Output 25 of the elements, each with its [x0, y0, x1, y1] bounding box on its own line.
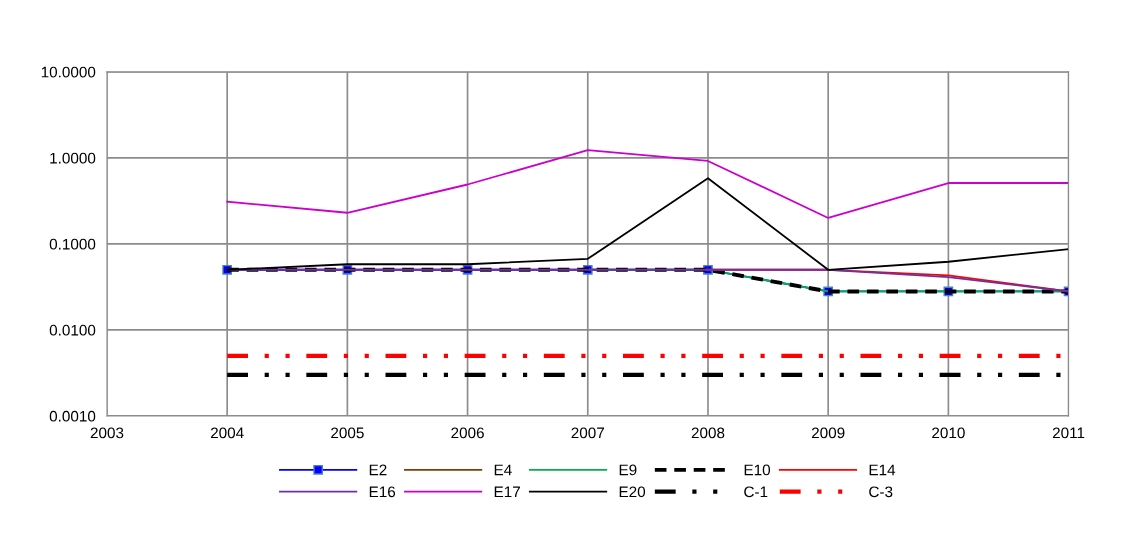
y-tick-label: 0.0010	[49, 410, 96, 422]
line-series	[226, 149, 1069, 219]
legend-label: E9	[619, 464, 637, 476]
x-tick-label: 2011	[1052, 427, 1085, 439]
y-tick-label: 0.0100	[49, 324, 96, 336]
y-tick-label: 1.0000	[50, 152, 96, 164]
y-tick-label: 10.0000	[41, 66, 96, 78]
legend-label: E17	[494, 486, 520, 498]
legend-label: E4	[494, 464, 512, 476]
x-tick-label: 2010	[932, 427, 965, 439]
x-tick-label: 2008	[691, 427, 725, 439]
x-tick-label: 2007	[571, 427, 604, 439]
x-tick-label: 2004	[210, 427, 244, 439]
x-tick-label: 2005	[331, 427, 364, 439]
legend-label: C-1	[744, 486, 768, 498]
x-tick-label: 2009	[811, 427, 845, 439]
legend-label: E2	[369, 464, 387, 476]
x-tick-label: 2006	[451, 427, 484, 439]
legend-label: E16	[369, 486, 396, 498]
legend-label: E20	[619, 486, 646, 498]
legend-label: C-3	[869, 486, 893, 498]
legend-label: E14	[869, 464, 896, 476]
y-tick-label: 0.1000	[49, 238, 96, 250]
x-tick-label: 2003	[90, 427, 124, 439]
legend-label: E10	[744, 464, 771, 476]
